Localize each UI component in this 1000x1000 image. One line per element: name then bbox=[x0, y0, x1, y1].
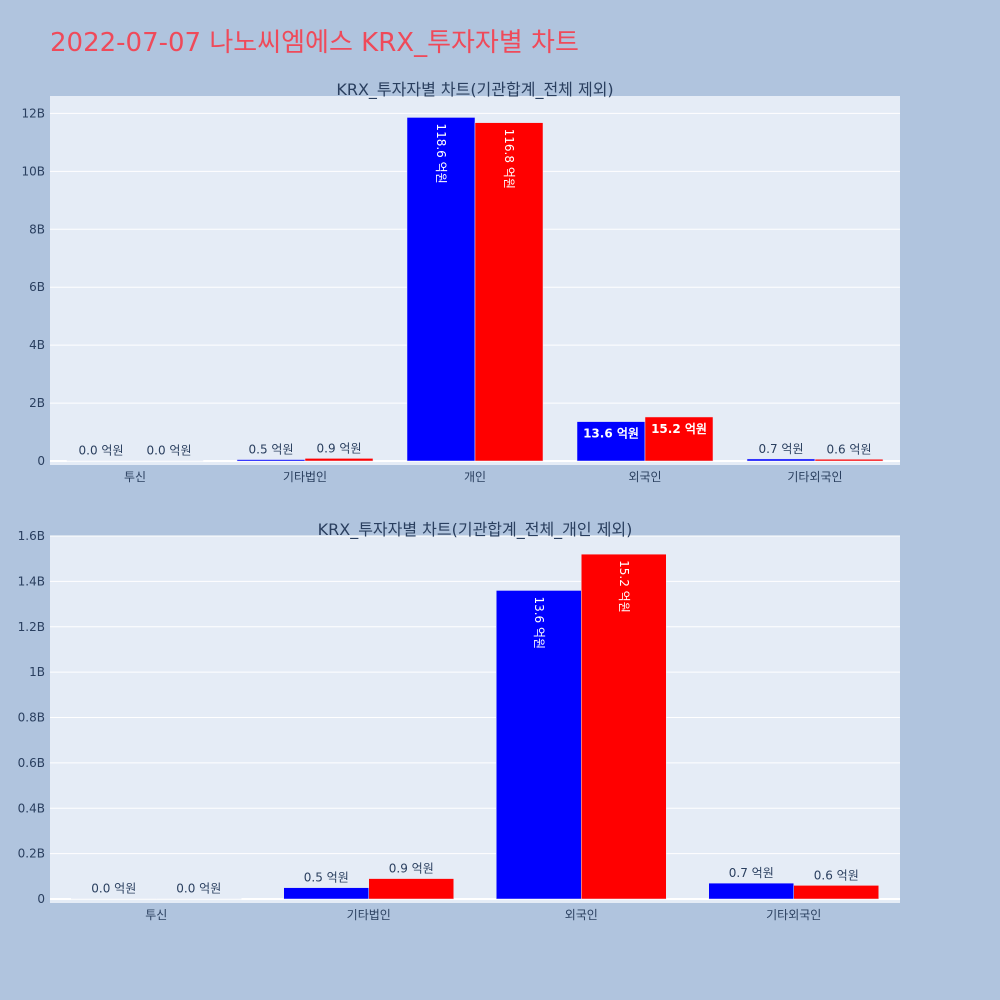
page-title: 2022-07-07 나노씨엠에스 KRX_투자자별 차트 bbox=[50, 28, 579, 58]
bar[interactable] bbox=[708, 882, 794, 900]
bar[interactable] bbox=[644, 416, 714, 462]
bar[interactable] bbox=[368, 878, 454, 900]
bar[interactable] bbox=[283, 887, 369, 900]
y-tick-label: 1B bbox=[29, 665, 45, 679]
bar[interactable] bbox=[406, 117, 476, 462]
x-tick-label: 개인 bbox=[464, 470, 486, 484]
x-tick-label: 기타법인 bbox=[283, 470, 327, 484]
bar[interactable] bbox=[793, 885, 879, 900]
data-label: 15.2 억원 bbox=[651, 422, 707, 436]
data-label: 13.6 억원 bbox=[532, 596, 546, 649]
data-label: 13.6 억원 bbox=[583, 427, 639, 441]
y-tick-label: 10B bbox=[21, 164, 45, 178]
data-label: 0.0 억원 bbox=[79, 444, 124, 458]
bar[interactable] bbox=[746, 458, 816, 462]
y-tick-label: 4B bbox=[29, 338, 45, 352]
bar[interactable] bbox=[576, 421, 646, 462]
bar[interactable] bbox=[66, 460, 136, 462]
data-label: 0.0 억원 bbox=[91, 882, 136, 896]
x-tick-label: 기타외국인 bbox=[766, 908, 821, 922]
x-tick-label: 투신 bbox=[145, 908, 167, 922]
y-tick-label: 6B bbox=[29, 280, 45, 294]
x-tick-label: 외국인 bbox=[565, 908, 598, 922]
bar[interactable] bbox=[496, 590, 582, 900]
data-label: 15.2 억원 bbox=[617, 560, 631, 613]
x-tick-label: 투신 bbox=[124, 470, 146, 484]
plot-area bbox=[50, 536, 900, 903]
data-label: 0.7 억원 bbox=[729, 866, 774, 880]
y-tick-label: 8B bbox=[29, 222, 45, 236]
y-tick-label: 1.6B bbox=[18, 529, 45, 543]
data-label: 116.8 억원 bbox=[502, 129, 516, 189]
data-label: 0.0 억원 bbox=[176, 882, 221, 896]
bar[interactable] bbox=[156, 898, 242, 900]
x-tick-label: 기타외국인 bbox=[787, 470, 842, 484]
data-label: 0.9 억원 bbox=[317, 441, 362, 455]
y-tick-label: 0.2B bbox=[18, 847, 45, 861]
y-tick-label: 2B bbox=[29, 396, 45, 410]
data-label: 0.0 억원 bbox=[147, 444, 192, 458]
bar[interactable] bbox=[236, 459, 306, 462]
y-tick-label: 1.2B bbox=[18, 620, 45, 634]
y-tick-label: 0 bbox=[37, 892, 45, 906]
data-label: 0.6 억원 bbox=[814, 868, 859, 882]
bar[interactable] bbox=[304, 458, 374, 462]
data-label: 118.6 억원 bbox=[434, 123, 448, 183]
chart-top: 0 2B 4B 6B 8B 10B 12B KRX_투자자별 차트(기관합계_전체 제외) 0.… bbox=[21, 80, 900, 484]
x-tick-label: 기타법인 bbox=[347, 908, 391, 922]
y-tick-label: 0.8B bbox=[18, 711, 45, 725]
bar[interactable] bbox=[71, 898, 157, 900]
chart-title: KRX_투자자별 차트(기관합계_전체 제외) bbox=[336, 80, 613, 100]
y-tick-label: 12B bbox=[21, 106, 45, 120]
y-tick-label: 0.6B bbox=[18, 756, 45, 770]
chart-bottom: 0 0.2B 0.4B 0.6B 0.8B 1B 1.2B 1.4B 1.6B KRX_투자자별 … bbox=[18, 520, 900, 922]
y-tick-label: 0 bbox=[37, 454, 45, 468]
y-tick-label: 1.4B bbox=[18, 574, 45, 588]
bar[interactable] bbox=[581, 553, 667, 900]
x-tick-label: 외국인 bbox=[628, 470, 661, 484]
bar[interactable] bbox=[814, 459, 884, 462]
y-tick-label: 0.4B bbox=[18, 801, 45, 815]
data-label: 0.6 억원 bbox=[827, 442, 872, 456]
data-label: 0.5 억원 bbox=[304, 871, 349, 885]
chart-title: KRX_투자자별 차트(기관합계_전체_개인 제외) bbox=[318, 520, 633, 540]
bar[interactable] bbox=[474, 122, 544, 462]
data-label: 0.5 억원 bbox=[249, 443, 294, 457]
bar[interactable] bbox=[134, 460, 204, 462]
data-label: 0.7 억원 bbox=[759, 442, 804, 456]
data-label: 0.9 억원 bbox=[389, 862, 434, 876]
